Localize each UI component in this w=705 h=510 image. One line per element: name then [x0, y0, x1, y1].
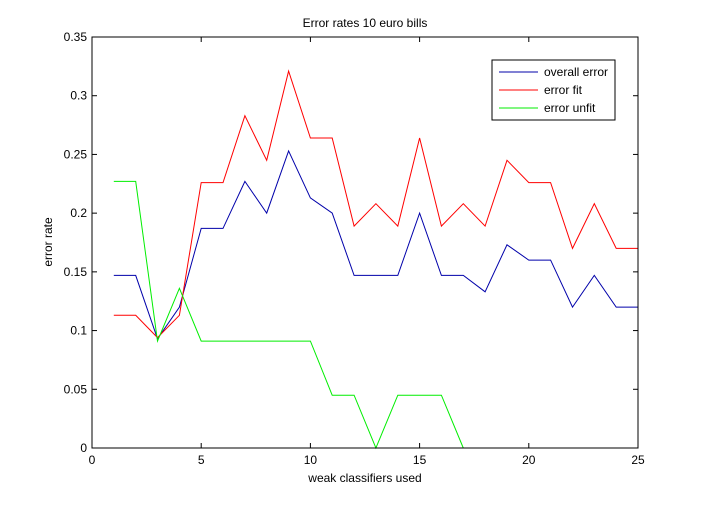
y-tick-label: 0.3 [70, 89, 87, 103]
y-tick-label: 0.1 [70, 324, 87, 338]
legend-label: error unfit [544, 101, 596, 115]
plot-frame [91, 36, 639, 449]
y-axis: 0 0.05 0.1 0.15 0.2 0.25 0.3 0.35 [64, 30, 638, 455]
legend-label: error fit [544, 83, 583, 97]
x-tick-label: 5 [198, 453, 205, 467]
y-tick-label: 0.35 [64, 30, 88, 44]
x-axis: 0 5 10 15 20 25 [89, 37, 645, 467]
series-layer [113, 69, 638, 450]
chart-title: Error rates 10 euro bills [303, 16, 428, 30]
y-tick-label: 0.2 [70, 206, 87, 220]
y-tick-label: 0 [80, 441, 87, 455]
y-tick-label: 0.15 [64, 265, 88, 279]
x-tick-label: 0 [89, 453, 96, 467]
x-tick-label: 20 [522, 453, 536, 467]
x-tick-label: 10 [304, 453, 318, 467]
x-axis-label: weak classifiers used [307, 471, 421, 485]
legend: overall error error fit error unfit [491, 59, 616, 121]
x-tick-label: 15 [413, 453, 427, 467]
y-tick-label: 0.25 [64, 147, 88, 161]
y-axis-label: error rate [41, 217, 55, 267]
series-line-overall-error [113, 149, 638, 340]
x-tick-label: 25 [631, 453, 645, 467]
series-line-error-unfit [113, 180, 464, 450]
series-line-error-fit [113, 69, 638, 339]
legend-label: overall error [544, 65, 608, 79]
y-tick-label: 0.05 [64, 382, 88, 396]
